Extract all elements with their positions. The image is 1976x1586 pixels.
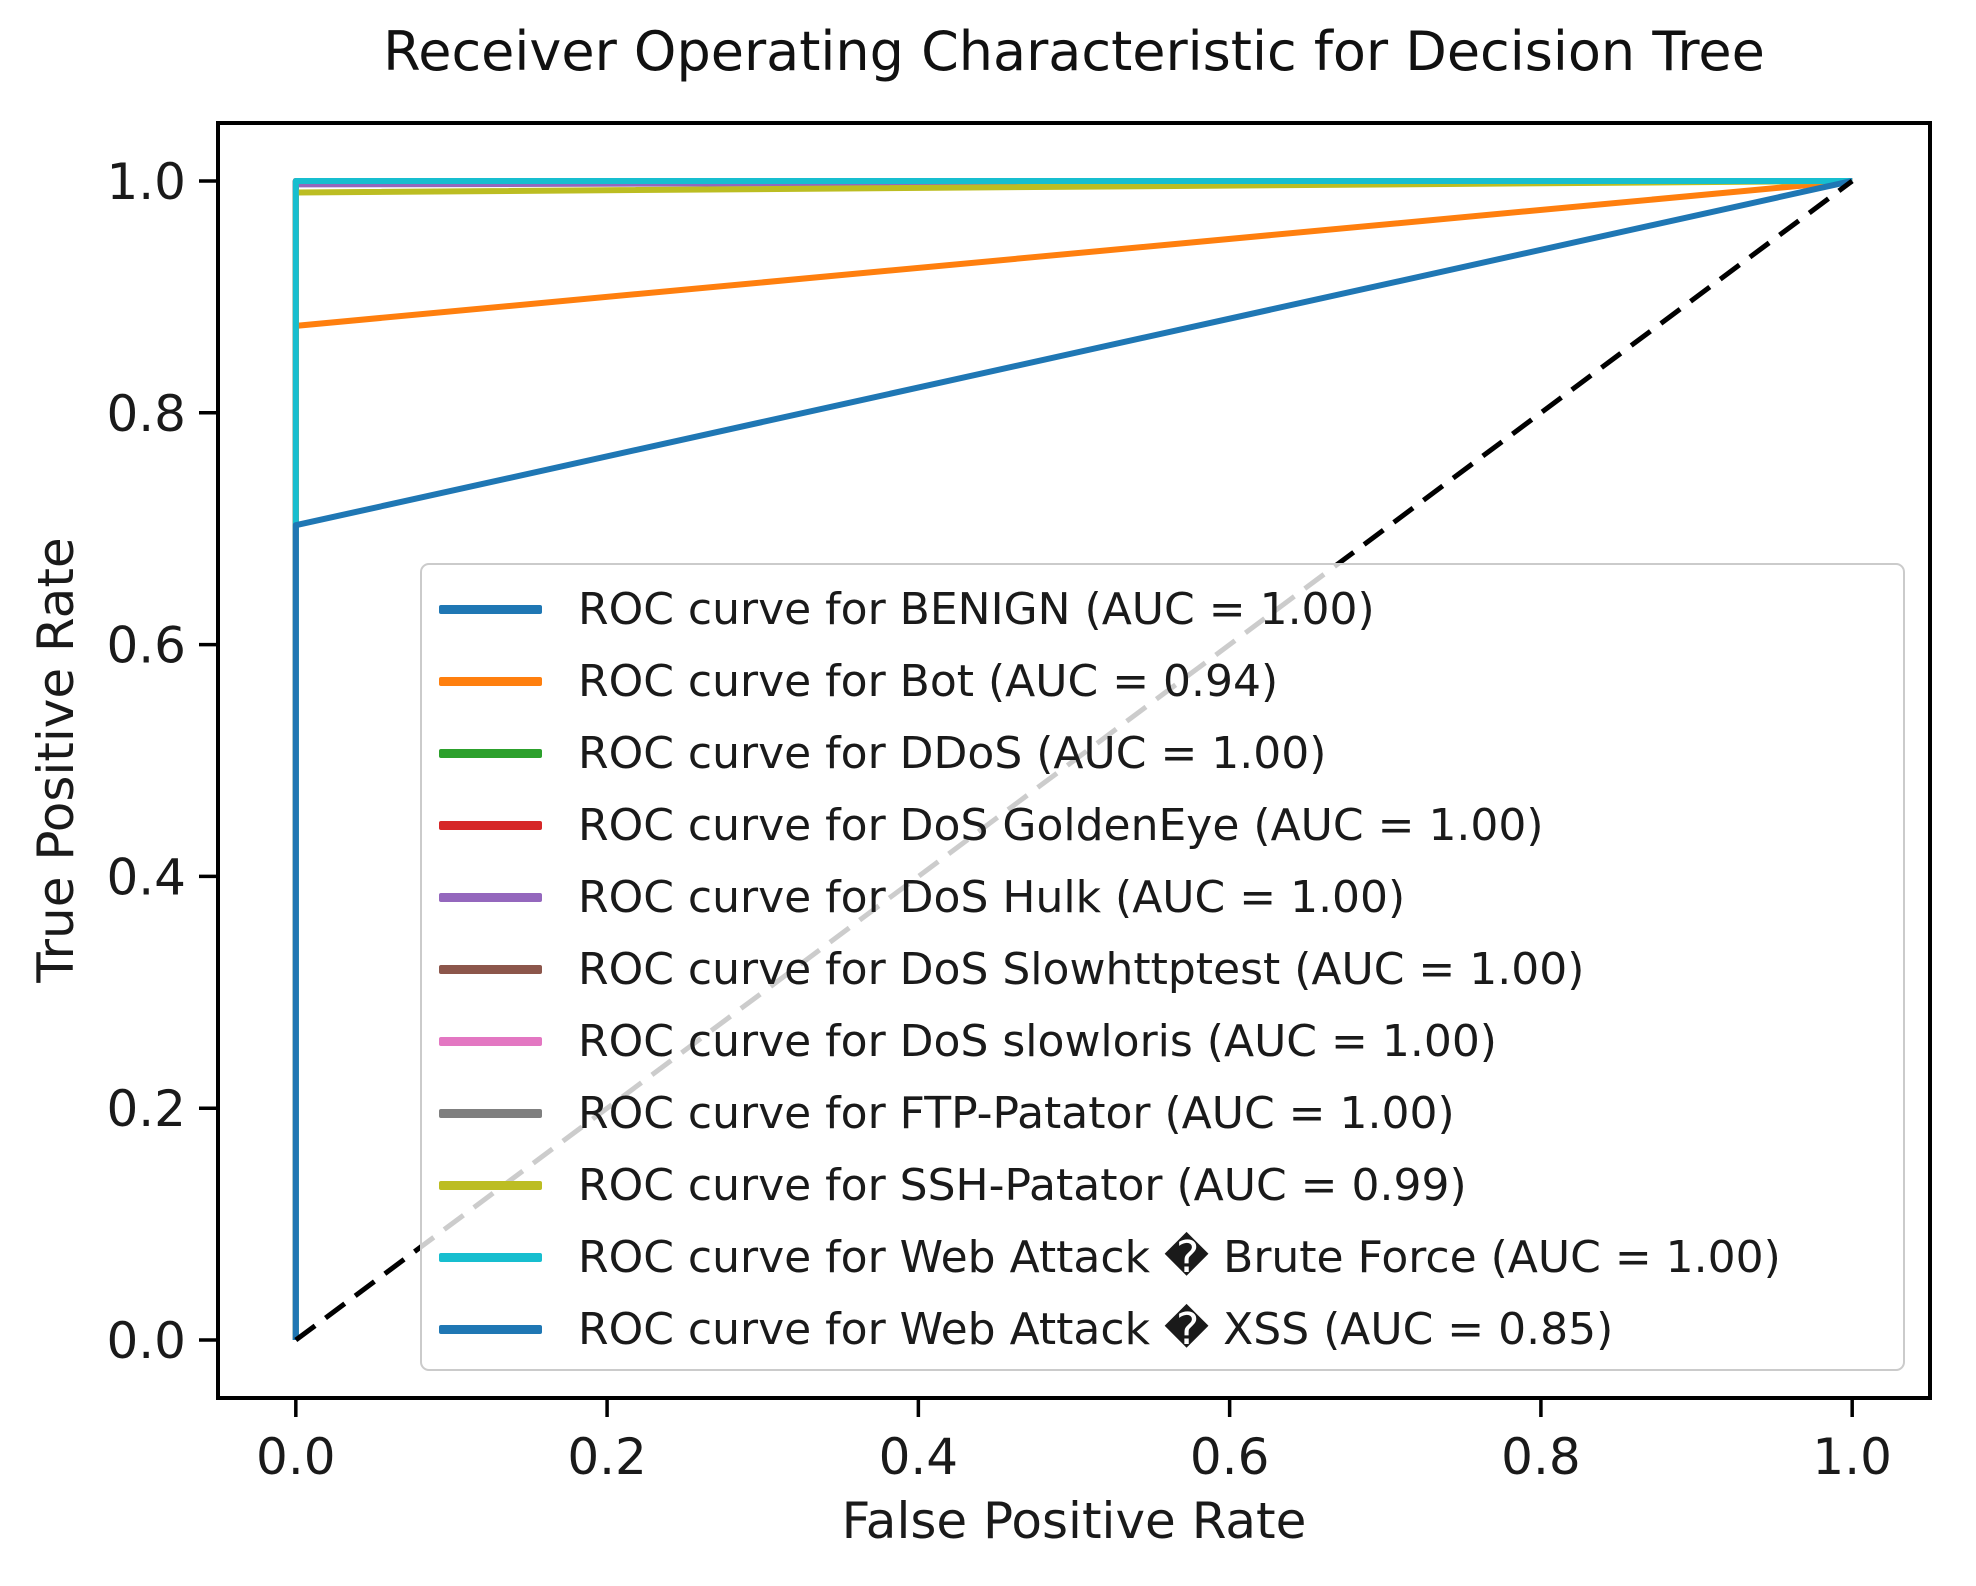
legend-swatch-ftp-patator [439,1108,542,1118]
legend-item-benign: ROC curve for BENIGN (AUC = 1.00) [439,573,1883,645]
x-tick-label: 0.8 [1501,1428,1581,1486]
legend-label: ROC curve for Web Attack � XSS (AUC = 0.… [578,1303,1614,1355]
y-axis-label: True Positive Rate [27,537,85,983]
legend-swatch-web-attack-xss [439,1324,542,1334]
roc-curve-web-attack-xss [292,178,1853,1341]
legend-label: ROC curve for Bot (AUC = 0.94) [578,655,1279,707]
x-axis-label: False Positive Rate [841,1492,1307,1550]
x-tick-label: 0.0 [256,1428,336,1486]
y-tick-label: 0.8 [106,385,186,443]
legend-label: ROC curve for FTP-Patator (AUC = 1.00) [578,1087,1455,1139]
legend-label: ROC curve for DoS slowloris (AUC = 1.00) [578,1015,1497,1067]
legend-label: ROC curve for SSH-Patator (AUC = 0.99) [578,1159,1467,1211]
y-tick-label: 1.0 [106,153,186,211]
y-tick-label: 0.6 [106,617,186,675]
legend-swatch-ddos [439,748,542,758]
y-tick-label: 0.0 [106,1312,186,1370]
x-tick-label: 0.2 [567,1428,647,1486]
chart-title: Receiver Operating Characteristic for De… [383,20,1765,83]
legend-label: ROC curve for DDoS (AUC = 1.00) [578,727,1327,779]
x-tick-label: 1.0 [1812,1428,1892,1486]
y-tick-label: 0.2 [106,1080,186,1138]
legend-swatch-dos-goldeneye [439,820,542,830]
legend-label: ROC curve for BENIGN (AUC = 1.00) [578,583,1375,635]
legend-label: ROC curve for DoS Hulk (AUC = 1.00) [578,871,1406,923]
x-tick-label: 0.6 [1190,1428,1270,1486]
legend-swatch-benign [439,604,542,614]
legend-swatch-dos-slowloris [439,1036,542,1046]
legend-item-dos-goldeneye: ROC curve for DoS GoldenEye (AUC = 1.00) [439,789,1883,861]
legend-item-bot: ROC curve for Bot (AUC = 0.94) [439,645,1883,717]
legend-item-ftp-patator: ROC curve for FTP-Patator (AUC = 1.00) [439,1077,1883,1149]
legend-item-ssh-patator: ROC curve for SSH-Patator (AUC = 0.99) [439,1149,1883,1221]
legend-item-dos-slowhttptest: ROC curve for DoS Slowhttptest (AUC = 1.… [439,933,1883,1005]
legend-swatch-ssh-patator [439,1180,542,1190]
x-tick-label: 0.4 [879,1428,959,1486]
legend-swatch-bot [439,676,542,686]
y-tick-label: 0.4 [106,848,186,906]
legend-item-ddos: ROC curve for DDoS (AUC = 1.00) [439,717,1883,789]
plot-border [216,121,1932,1400]
legend-item-dos-slowloris: ROC curve for DoS slowloris (AUC = 1.00) [439,1005,1883,1077]
legend-item-dos-hulk: ROC curve for DoS Hulk (AUC = 1.00) [439,861,1883,933]
legend-label: ROC curve for DoS GoldenEye (AUC = 1.00) [578,799,1544,851]
legend-swatch-dos-hulk [439,892,542,902]
legend: ROC curve for BENIGN (AUC = 1.00) ROC cur… [420,563,1905,1371]
legend-label: ROC curve for Web Attack � Brute Force (… [578,1231,1781,1283]
legend-swatch-dos-slowhttptest [439,964,542,974]
legend-item-web-attack-xss: ROC curve for Web Attack � XSS (AUC = 0.… [439,1293,1883,1365]
legend-label: ROC curve for DoS Slowhttptest (AUC = 1.… [578,943,1585,995]
legend-swatch-web-attack-brute-force [439,1252,542,1262]
legend-item-web-attack-brute-force: ROC curve for Web Attack � Brute Force (… [439,1221,1883,1293]
